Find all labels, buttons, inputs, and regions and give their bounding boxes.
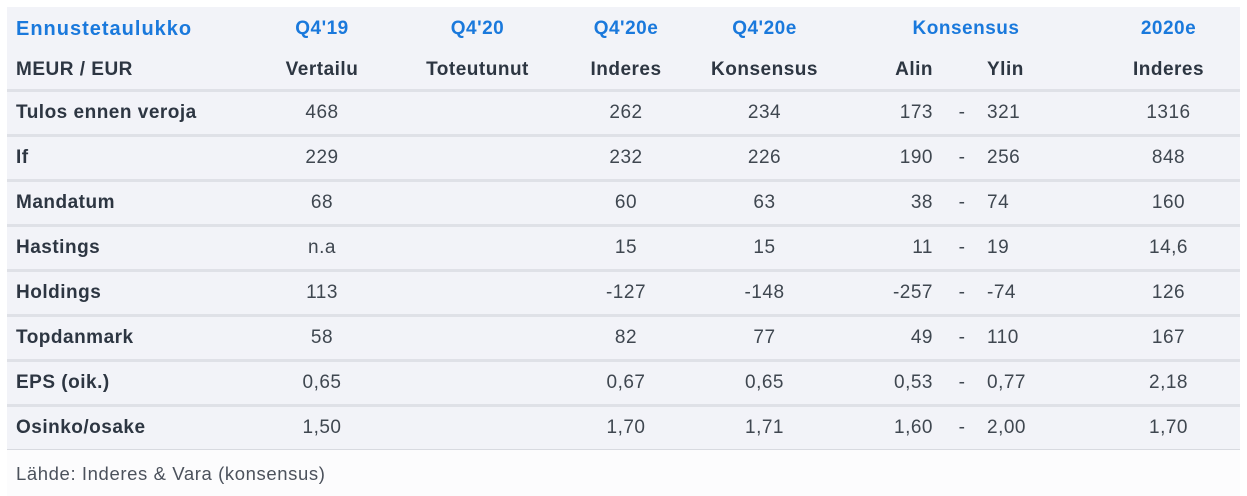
- cell-vertailu: 0,65: [302, 372, 342, 393]
- cell-konsensus-q4: 77: [753, 327, 776, 348]
- cell-konsensus-q4: 234: [747, 102, 782, 123]
- cell-range-dash: -: [958, 192, 966, 213]
- row-label: EPS (oik.): [16, 372, 110, 393]
- cell-vertailu: n.a: [308, 237, 336, 258]
- row-label: If: [16, 147, 29, 168]
- column-group-2020e: 2020e: [1140, 18, 1197, 39]
- cell-range-dash: -: [958, 327, 966, 348]
- table-row: Topdanmark 58 82 77 49 - 110 167: [7, 314, 1240, 359]
- table-row: Hastings n.a 15 15 11 - 19 14,6: [7, 224, 1240, 269]
- cell-konsensus-q4: 226: [747, 147, 782, 168]
- row-label: Topdanmark: [16, 327, 134, 348]
- column-header-konsensus-q4: Konsensus: [711, 59, 818, 80]
- cell-alin: 0,53: [894, 372, 933, 393]
- table-row: If 229 232 226 190 - 256 848: [7, 134, 1240, 179]
- cell-range-dash: -: [958, 237, 966, 258]
- row-label: Tulos ennen veroja: [16, 102, 197, 123]
- cell-alin: 173: [899, 102, 933, 123]
- cell-vertailu: 1,50: [302, 417, 342, 438]
- table-header-sub: MEUR / EUR Vertailu Toteutunut Inderes K…: [7, 51, 1240, 89]
- column-group-q420e-konsensus: Q4'20e: [732, 18, 797, 39]
- cell-vertailu: 229: [305, 147, 339, 168]
- cell-range-dash: -: [958, 417, 966, 438]
- cell-inderes-q4: 232: [609, 147, 643, 168]
- row-label: Hastings: [16, 237, 101, 258]
- cell-alin: 11: [912, 237, 933, 258]
- cell-inderes-q4: 15: [614, 237, 638, 258]
- cell-konsensus-q4: 1,71: [745, 417, 784, 438]
- row-label: Mandatum: [16, 192, 115, 213]
- column-group-q420e-inderes: Q4'20e: [593, 18, 659, 39]
- table-row: Tulos ennen veroja 468 262 234 173 - 321…: [7, 89, 1240, 134]
- cell-inderes-2020e: 2,18: [1149, 372, 1188, 393]
- cell-konsensus-q4: 15: [753, 237, 776, 258]
- cell-inderes-2020e: 1,70: [1149, 417, 1188, 438]
- cell-vertailu: 468: [305, 102, 339, 123]
- cell-inderes-q4: 262: [609, 102, 643, 123]
- cell-konsensus-q4: 0,65: [745, 372, 784, 393]
- column-group-q420: Q4'20: [450, 18, 505, 39]
- table-row: EPS (oik.) 0,65 0,67 0,65 0,53 - 0,77 2,…: [7, 359, 1240, 404]
- column-header-alin: Alin: [895, 59, 933, 80]
- row-label: Holdings: [16, 282, 102, 303]
- cell-range-dash: -: [958, 147, 966, 168]
- cell-vertailu: 68: [310, 192, 334, 213]
- source-text: Lähde: Inderes & Vara (konsensus): [16, 462, 326, 484]
- cell-ylin: 0,77: [987, 372, 1026, 393]
- table-row: Mandatum 68 60 63 38 - 74 160: [7, 179, 1240, 224]
- cell-alin: 1,60: [894, 417, 933, 438]
- cell-inderes-2020e: 1316: [1146, 102, 1191, 123]
- cell-inderes-q4: 1,70: [606, 417, 646, 438]
- cell-ylin: 256: [987, 147, 1021, 168]
- cell-inderes-2020e: 167: [1151, 327, 1186, 348]
- row-label: Osinko/osake: [16, 417, 146, 438]
- cell-range-dash: -: [958, 282, 966, 303]
- cell-inderes-q4: 0,67: [606, 372, 646, 393]
- column-group-konsensus-range: Konsensus: [912, 18, 1020, 39]
- cell-inderes-2020e: 848: [1151, 147, 1186, 168]
- cell-ylin: 74: [987, 192, 1010, 213]
- cell-vertailu: 113: [306, 282, 338, 303]
- cell-ylin: 321: [987, 102, 1021, 123]
- cell-alin: -257: [892, 282, 933, 303]
- cell-inderes-2020e: 14,6: [1149, 237, 1188, 258]
- table-row: Osinko/osake 1,50 1,70 1,71 1,60 - 2,00 …: [7, 404, 1240, 449]
- table-row: Holdings 113 -127 -148 -257 - -74 126: [7, 269, 1240, 314]
- cell-ylin: 110: [987, 327, 1019, 348]
- cell-ylin: -74: [987, 282, 1016, 303]
- cell-vertailu: 58: [310, 327, 334, 348]
- cell-inderes-q4: 82: [614, 327, 638, 348]
- column-header-ylin: Ylin: [987, 59, 1024, 80]
- cell-inderes-2020e: 160: [1151, 192, 1186, 213]
- units-label: MEUR / EUR: [16, 59, 133, 80]
- column-header-toteutunut: Toteutunut: [426, 59, 529, 80]
- column-header-inderes-2020e: Inderes: [1132, 59, 1205, 80]
- cell-konsensus-q4: -148: [744, 282, 785, 303]
- cell-range-dash: -: [958, 102, 966, 123]
- cell-alin: 49: [910, 327, 933, 348]
- cell-ylin: 19: [987, 237, 1010, 258]
- table-title: Ennustetaulukko: [16, 17, 193, 40]
- source-note: Lähde: Inderes & Vara (konsensus): [7, 450, 1240, 496]
- column-header-vertailu: Vertailu: [285, 59, 359, 80]
- cell-inderes-q4: -127: [605, 282, 647, 303]
- cell-konsensus-q4: 63: [753, 192, 776, 213]
- column-header-inderes-q4: Inderes: [590, 59, 662, 80]
- cell-inderes-2020e: 126: [1151, 282, 1186, 303]
- column-group-q419: Q4'19: [295, 18, 349, 39]
- cell-range-dash: -: [958, 372, 966, 393]
- table-header-groups: Ennustetaulukko Q4'19 Q4'20 Q4'20e Q4'20…: [7, 7, 1240, 51]
- cell-inderes-q4: 60: [614, 192, 638, 213]
- cell-ylin: 2,00: [987, 417, 1026, 438]
- forecast-table: Ennustetaulukko Q4'19 Q4'20 Q4'20e Q4'20…: [7, 7, 1240, 450]
- cell-alin: 38: [910, 192, 933, 213]
- cell-alin: 190: [899, 147, 933, 168]
